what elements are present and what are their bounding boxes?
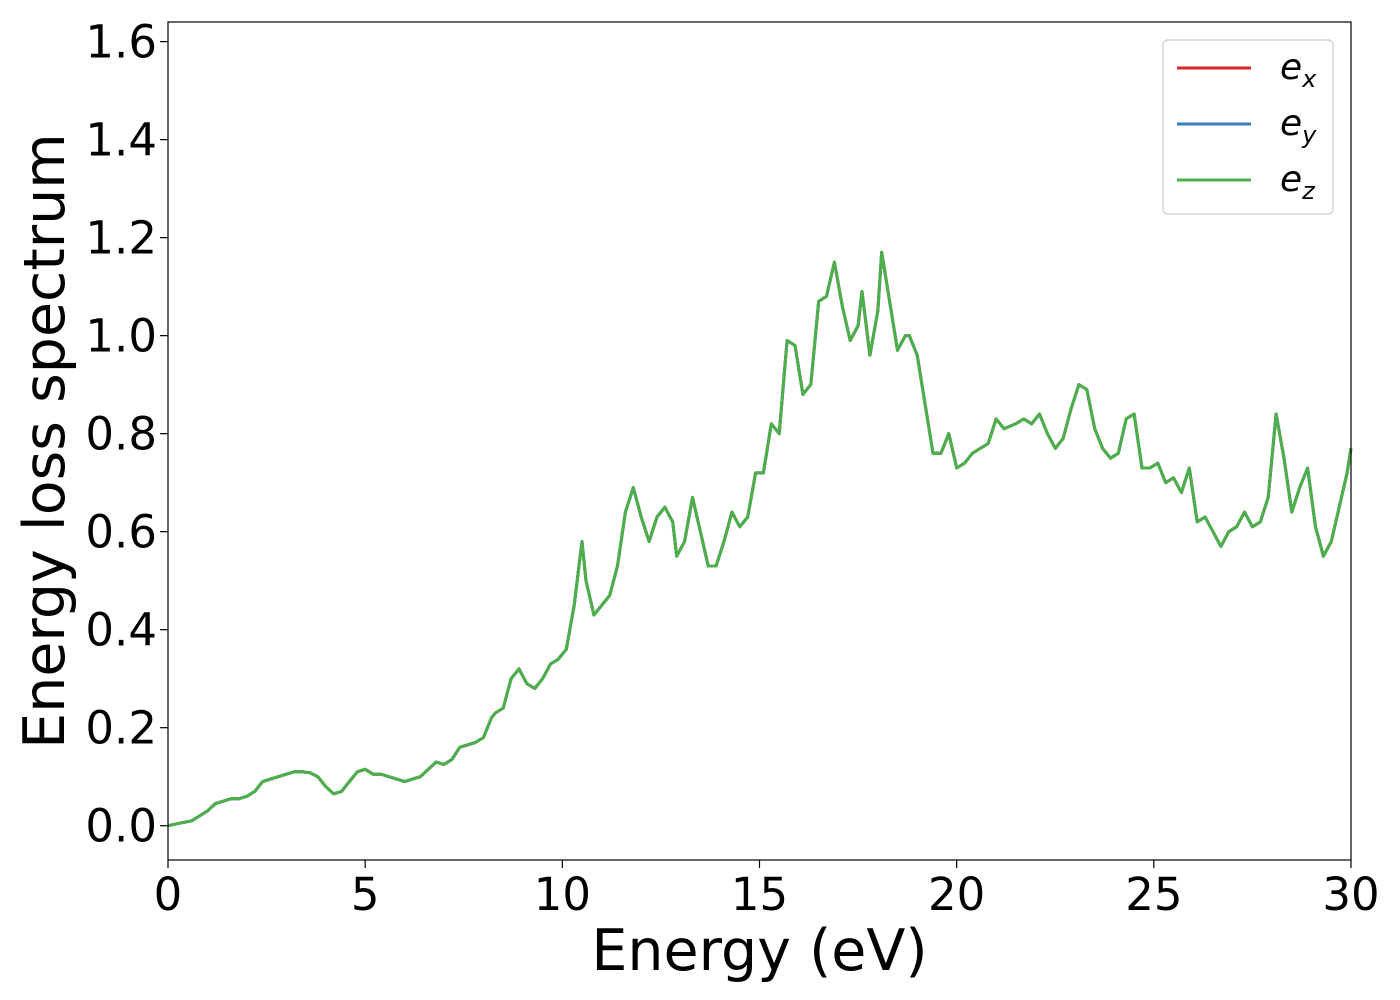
y-tick-label: 0.2 — [85, 702, 157, 755]
x-axis-title: Energy (eV) — [591, 918, 927, 984]
y-tick-label: 0.4 — [85, 604, 157, 657]
legend-label-subscript: z — [1301, 177, 1316, 205]
legend-label-base: e — [1280, 103, 1302, 144]
y-tick-label: 1.2 — [85, 212, 157, 265]
y-tick-label: 0.8 — [85, 408, 157, 461]
y-tick-label: 1.0 — [85, 310, 157, 363]
legend-label-y: ey — [1280, 103, 1317, 149]
series-line-ez — [167, 250, 1353, 828]
legend-label-x: ex — [1280, 47, 1317, 93]
legend-label-subscript: x — [1301, 65, 1317, 93]
legend-label-base: e — [1280, 159, 1302, 200]
x-tick-label: 20 — [928, 868, 985, 921]
y-axis-ticks: 0.0 0.2 0.4 0.6 0.8 1.0 1.2 1.4 1.6 — [85, 16, 168, 853]
y-tick-label: 0.0 — [85, 800, 157, 853]
x-tick-label: 10 — [534, 868, 591, 921]
x-tick-label: 30 — [1322, 868, 1379, 921]
y-tick-label: 0.6 — [85, 506, 157, 559]
x-tick-label: 15 — [731, 868, 788, 921]
x-tick-label: 25 — [1125, 868, 1182, 921]
x-tick-label: 0 — [154, 868, 183, 921]
legend-box — [1162, 39, 1334, 215]
y-axis-title: Energy loss spectrum — [12, 133, 78, 749]
legend-label-subscript: y — [1301, 121, 1317, 149]
legend-label-z: ez — [1280, 159, 1316, 205]
x-tick-label: 5 — [351, 868, 380, 921]
legend-label-base: e — [1280, 47, 1302, 88]
y-tick-label: 1.6 — [85, 16, 157, 69]
y-tick-label: 1.4 — [85, 114, 157, 167]
series-layer — [167, 250, 1353, 828]
x-axis-ticks: 0 5 10 15 20 25 30 — [154, 860, 1380, 921]
